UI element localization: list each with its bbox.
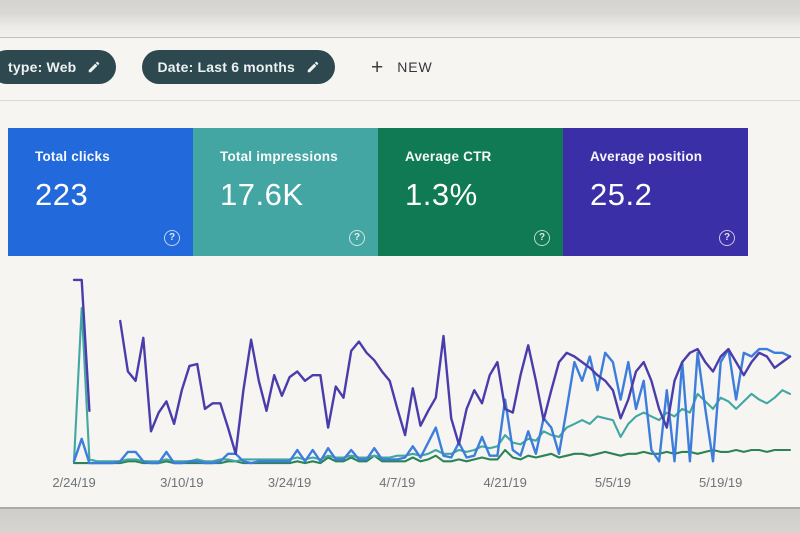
card-label: Total impressions [220,149,338,164]
x-axis-tick-label: 5/19/19 [699,475,743,490]
photo-desk-edge-bottom [0,507,800,533]
total-impressions-card[interactable]: Total impressions 17.6K ? [193,128,378,256]
series-line-clicks [72,347,792,465]
series-line-position [72,278,91,413]
new-button-label: NEW [397,59,433,75]
help-icon[interactable]: ? [534,230,550,246]
card-label: Total clicks [35,149,110,164]
new-filter-button[interactable]: + NEW [365,56,439,79]
card-value: 25.2 [590,177,653,212]
help-icon[interactable]: ? [719,230,735,246]
edit-pencil-icon [307,61,319,73]
x-axis-labels: 2/24/19 3/10/19 3/24/19 4/7/19 4/21/19 5/5/19… [52,472,796,494]
x-axis-tick-label: 2/24/19 [52,475,96,490]
x-axis-tick-label: 4/7/19 [379,475,416,490]
series-line-position [119,319,792,456]
performance-chart[interactable]: 2/24/19 3/10/19 3/24/19 4/7/19 4/21/19 5/5/19… [52,270,796,494]
search-type-chip-label: type: Web [8,59,77,75]
plus-icon: + [371,55,385,79]
series-line-ctr [72,448,792,465]
metric-cards: Total clicks 223 ? Total impressions 17.… [8,128,748,256]
card-label: Average position [590,149,703,164]
average-position-card[interactable]: Average position 25.2 ? [563,128,748,256]
performance-chart-svg[interactable] [72,270,792,472]
search-type-filter-chip[interactable]: type: Web [0,50,117,84]
date-filter-chip[interactable]: Date: Last 6 months [142,50,336,84]
x-axis-tick-label: 3/24/19 [267,475,312,490]
filter-bar: type: Web Date: Last 6 months + NEW [0,38,800,84]
card-value: 1.3% [405,177,478,212]
series-line-impressions [72,306,792,463]
help-icon[interactable]: ? [349,230,365,246]
x-axis-tick-label: 3/10/19 [160,475,204,490]
toolbar-divider [0,100,800,101]
card-value: 17.6K [220,177,304,212]
search-console-screen: type: Web Date: Last 6 months + NEW Tota… [0,38,800,507]
card-label: Average CTR [405,149,492,164]
x-axis-tick-label: 4/21/19 [483,475,527,490]
edit-pencil-icon [89,61,100,73]
average-ctr-card[interactable]: Average CTR 1.3% ? [378,128,563,256]
date-chip-label: Date: Last 6 months [157,59,296,75]
help-icon[interactable]: ? [164,230,180,246]
card-value: 223 [35,177,89,212]
photo-desk-edge-top [0,0,800,38]
x-axis-tick-label: 5/5/19 [594,475,631,490]
total-clicks-card[interactable]: Total clicks 223 ? [8,128,193,256]
